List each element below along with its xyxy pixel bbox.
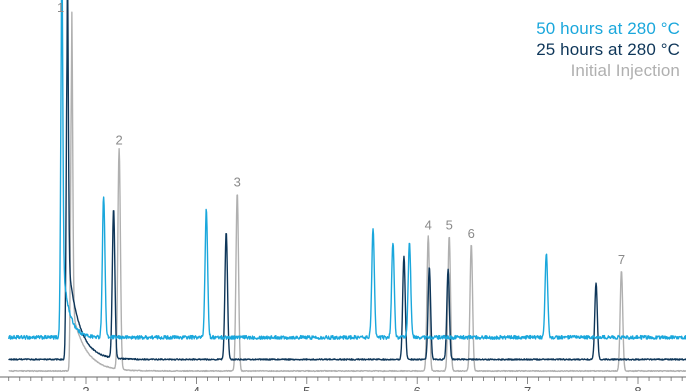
series-line-0 [8,0,686,340]
peak-label-6: 6 [468,226,475,241]
x-tick-label: 3 [82,384,89,391]
legend-entry-initial-injection: Initial Injection [570,61,680,80]
x-tick-label: 8 [634,384,641,391]
legend-entry-25-hours: 25 hours at 280 °C [536,40,680,59]
peak-label-1: 1 [57,0,64,15]
x-tick-label: 7 [524,384,531,391]
peak-label-7: 7 [618,252,625,267]
x-tick-label: 5 [303,384,310,391]
legend: 50 hours at 280 °C 25 hours at 280 °C In… [536,18,680,81]
x-tick-label: 6 [414,384,421,391]
series-line-2 [8,11,686,373]
series-layer [8,0,686,373]
x-axis: 3 4 5 6 7 8 [0,376,686,391]
peak-label-5: 5 [446,218,453,233]
peak-label-4: 4 [425,218,432,233]
legend-entry-50-hours: 50 hours at 280 °C [536,19,680,38]
peak-labels: 1 2 3 4 56 7 [57,0,625,267]
x-tick-label: 4 [193,384,200,391]
series-line-1 [8,0,686,361]
peak-label-3: 3 [234,175,241,190]
peak-label-2: 2 [116,133,123,148]
